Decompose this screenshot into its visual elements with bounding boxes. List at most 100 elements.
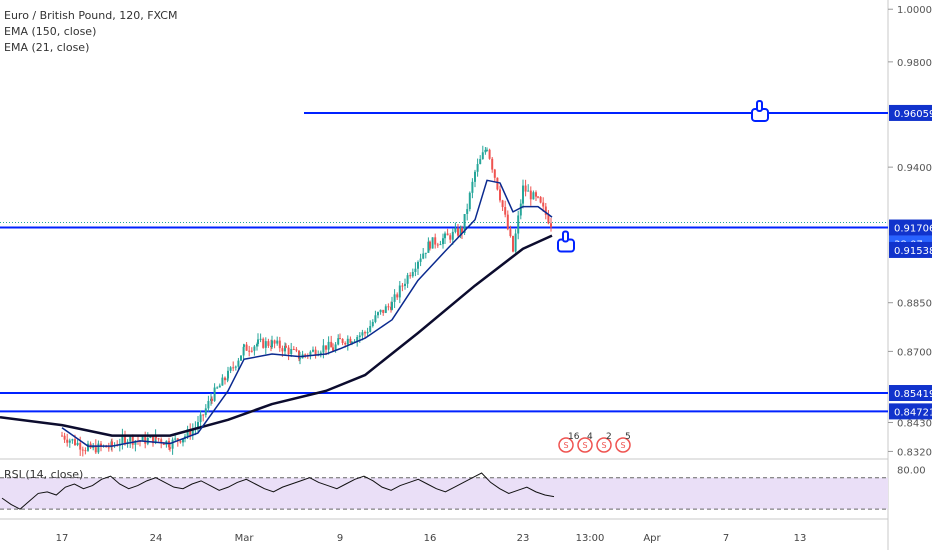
ema-long-legend[interactable]: EMA (150, close)	[4, 25, 97, 38]
candle-body	[382, 309, 385, 313]
candle-body	[312, 349, 314, 352]
candle-body	[76, 442, 79, 445]
candle-body	[387, 306, 390, 308]
candle-body	[169, 447, 171, 449]
candle-body	[281, 348, 284, 352]
price-tag-0.91538-box	[889, 241, 932, 258]
candle-body	[79, 442, 82, 450]
candle-body	[327, 341, 330, 350]
rsi-pane[interactable]	[0, 472, 888, 510]
candle-body	[273, 340, 276, 344]
candle-body	[377, 312, 379, 316]
candle-body	[295, 349, 298, 351]
candle-body	[330, 341, 333, 348]
candle-body	[427, 241, 430, 253]
symbol-title[interactable]: Euro / British Pound, 120, FXCM	[4, 9, 178, 22]
candle-body	[131, 436, 134, 445]
price-tag-0.96059: 0.96059	[894, 109, 932, 120]
price-tag-0.85419: 0.85419	[894, 389, 932, 400]
candle-body	[446, 233, 449, 236]
candle-body	[61, 435, 63, 437]
event-badge-count: 4	[587, 432, 593, 442]
candle-body	[160, 439, 163, 444]
time-tick-label: Mar	[235, 533, 255, 544]
candle-body	[366, 331, 369, 334]
candle-body	[364, 332, 366, 334]
candle-body	[474, 171, 476, 182]
candle-body	[529, 190, 532, 200]
candle-body	[404, 283, 406, 286]
price-pane[interactable]	[0, 111, 888, 457]
event-badge[interactable]: S16	[558, 432, 580, 453]
event-badge[interactable]: S5	[615, 432, 631, 453]
time-tick-label: 23	[517, 533, 530, 544]
candle-body	[290, 349, 293, 355]
candle-body	[341, 338, 344, 343]
pointing-hand-icon[interactable]	[751, 99, 769, 122]
candle-body	[422, 253, 425, 259]
rsi-line[interactable]	[1, 472, 555, 510]
candle-body	[514, 233, 517, 252]
candle-body	[144, 436, 147, 444]
candle-body	[243, 344, 245, 347]
candle-body	[471, 181, 474, 193]
candle-body	[358, 335, 361, 338]
ema-short-legend[interactable]: EMA (21, close)	[4, 41, 90, 54]
candle-body	[496, 177, 499, 190]
candle-body	[250, 350, 253, 352]
candle-body	[224, 377, 226, 381]
ema-150-line[interactable]	[0, 234, 553, 437]
candle-body	[417, 261, 419, 269]
candle-body	[535, 192, 537, 197]
candle-body	[248, 350, 251, 352]
candle-body	[71, 439, 74, 441]
candle-body	[501, 200, 504, 208]
rsi-axis-label: 80.00	[897, 466, 926, 477]
candle-body	[493, 169, 496, 178]
candle-body	[207, 400, 210, 409]
candle-body	[245, 344, 248, 351]
candle-body	[179, 440, 182, 443]
candle-body	[461, 227, 463, 233]
candle-body	[491, 158, 494, 170]
pointing-hand-icon[interactable]	[557, 230, 575, 253]
candle-body	[259, 338, 262, 340]
candle-body	[227, 370, 229, 379]
rsi-legend[interactable]: RSI (14, close)	[4, 468, 84, 481]
candle-body	[424, 252, 427, 254]
candle-body	[542, 202, 545, 207]
candle-body	[431, 237, 434, 249]
candle-body	[537, 196, 539, 198]
event-badge[interactable]: S4	[577, 432, 593, 453]
time-tick-label: 13	[794, 533, 807, 544]
event-badge[interactable]: S2	[596, 432, 612, 453]
candle-body	[213, 387, 216, 401]
candle-body	[174, 438, 177, 440]
candle-body	[356, 337, 359, 342]
candle-body	[257, 339, 259, 344]
candle-body	[442, 238, 444, 245]
candle-body	[211, 398, 213, 401]
candle-body	[406, 275, 409, 284]
candle-body	[278, 340, 281, 349]
candle-body	[81, 449, 84, 451]
candle-body	[544, 206, 547, 215]
candle-body	[434, 237, 437, 245]
candle-body	[499, 189, 501, 201]
candle-body	[481, 152, 484, 160]
candle-body	[351, 341, 353, 343]
time-tick-label: 17	[56, 533, 69, 544]
candle-body	[292, 349, 295, 351]
price-tag-current: 0.91706	[894, 224, 932, 235]
ema-21-line[interactable]	[61, 179, 553, 447]
price-tag-current-box	[889, 219, 932, 236]
event-badge-count: 5	[625, 432, 631, 442]
candle-body	[371, 321, 374, 327]
